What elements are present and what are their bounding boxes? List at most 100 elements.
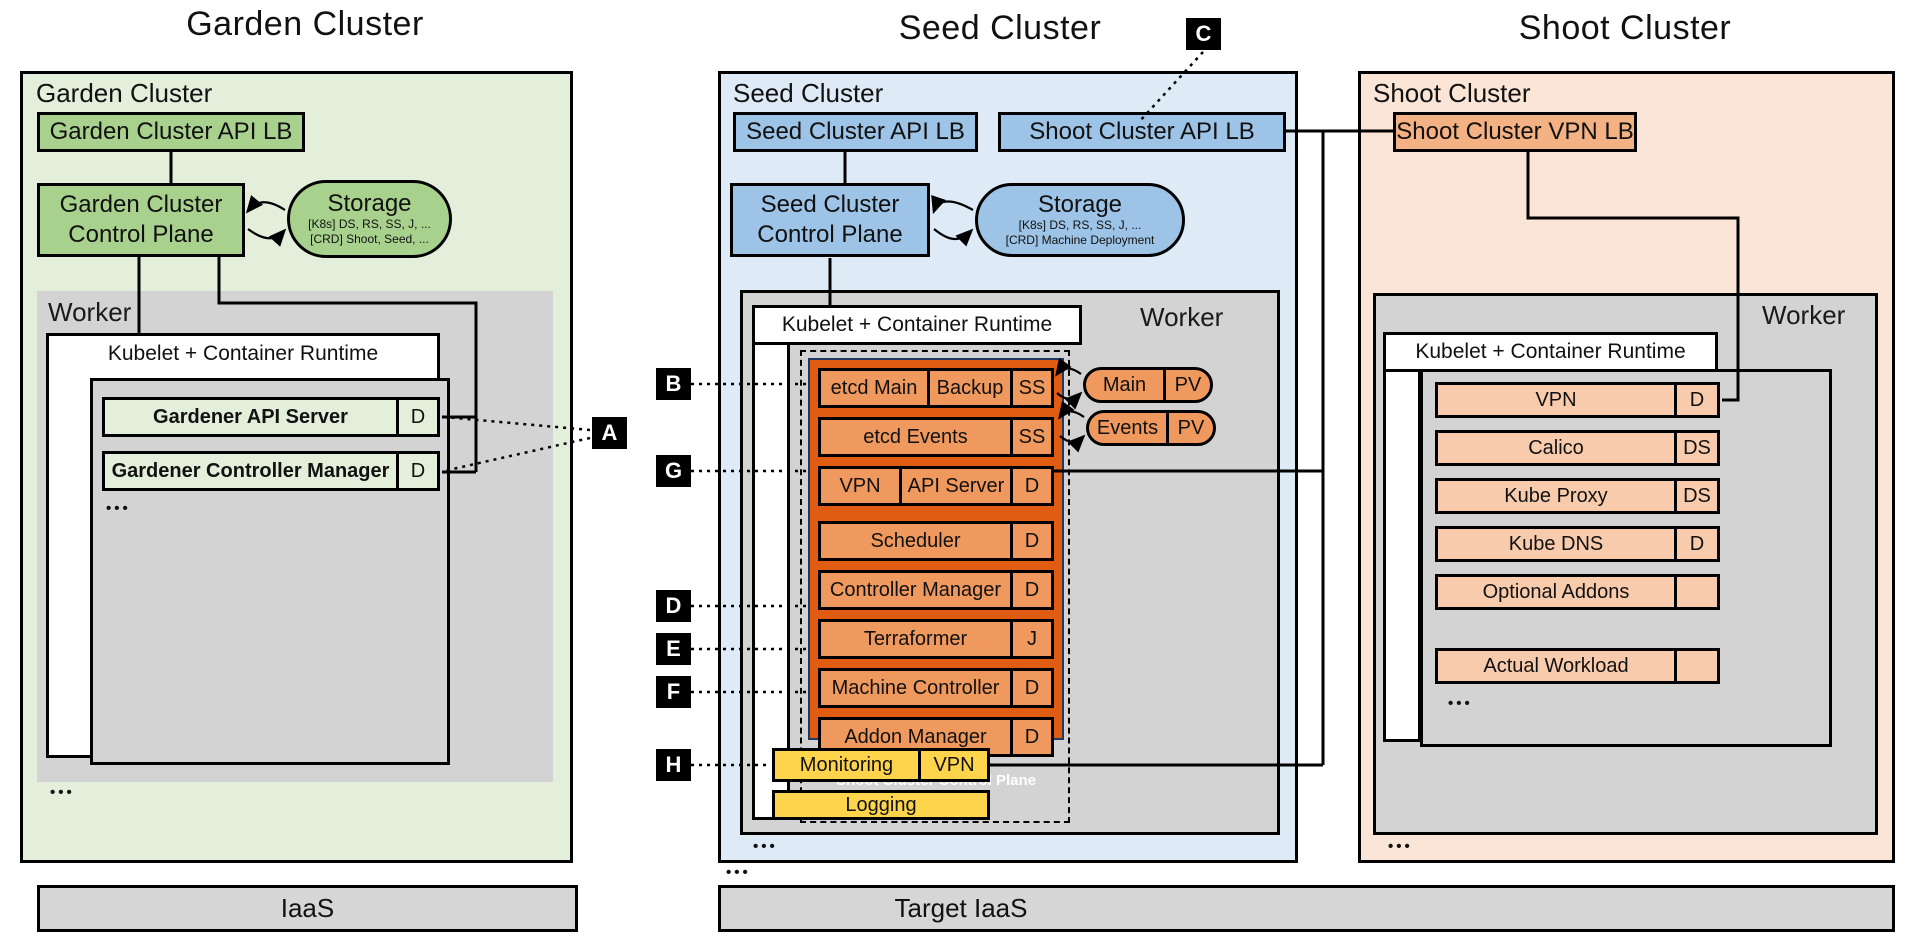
- marker-f: F: [656, 676, 691, 708]
- garden-cluster-label: Garden Cluster: [36, 78, 213, 108]
- garden-control-plane-box: Garden Cluster Control Plane: [37, 183, 245, 257]
- seed-cluster-title: Seed Cluster: [898, 8, 1102, 47]
- seed-kubelet-node-column: [752, 305, 790, 820]
- target-iaas-label: Target IaaS: [894, 893, 1028, 923]
- marker-d: D: [656, 590, 691, 622]
- controller-manager-row: Controller Manager D: [818, 570, 1054, 610]
- calico-label: Calico: [1528, 436, 1584, 459]
- kube-dns-badge: D: [1674, 529, 1717, 559]
- kube-proxy-label: Kube Proxy: [1504, 484, 1608, 507]
- garden-cluster-title: Garden Cluster: [186, 4, 424, 43]
- marker-h: H: [656, 749, 691, 781]
- gardener-api-server-label: Gardener API Server: [153, 405, 348, 428]
- etcd-events-label: etcd Events: [863, 425, 968, 448]
- controller-manager-badge: D: [1010, 573, 1051, 607]
- gardener-api-server-row: Gardener API Server D: [102, 397, 440, 437]
- kube-dns-label: Kube DNS: [1508, 532, 1604, 555]
- controller-manager-label: Controller Manager: [829, 578, 1002, 601]
- gardener-controller-manager-row: Gardener Controller Manager D: [102, 451, 440, 491]
- garden-storage-line1: [K8s] DS, RS, SS, J, ...: [308, 217, 431, 231]
- pv-main-pill: Main PV: [1083, 367, 1213, 403]
- pv-main-label: Main: [1102, 373, 1147, 396]
- garden-worker-label: Worker: [48, 297, 132, 327]
- iaas-bar: IaaS: [37, 885, 578, 932]
- api-server-badge: D: [1010, 469, 1051, 503]
- shoot-kubelet-label: Kubelet + Container Runtime: [1383, 332, 1718, 372]
- garden-pods-ellipsis: •••: [106, 500, 131, 517]
- marker-b: B: [656, 368, 691, 400]
- shoot-cluster-label: Shoot Cluster: [1373, 78, 1531, 108]
- scheduler-row: Scheduler D: [818, 521, 1054, 561]
- monitoring-row: Monitoring VPN: [772, 748, 990, 782]
- scheduler-label: Scheduler: [870, 529, 961, 552]
- shoot-vpn-row: VPN D: [1435, 382, 1720, 418]
- garden-api-lb-box: Garden Cluster API LB: [37, 112, 305, 152]
- garden-kubelet-label: Kubelet + Container Runtime: [107, 342, 379, 365]
- marker-a: A: [592, 417, 627, 449]
- etcd-main-badge: SS: [1010, 371, 1051, 405]
- gardener-controller-manager-badge: D: [396, 454, 437, 488]
- etcd-main-label: etcd Main: [830, 376, 918, 399]
- shoot-worker-label: Worker: [1762, 300, 1846, 330]
- target-iaas-bar: Target IaaS: [718, 885, 1895, 932]
- api-server-vpn-cell: VPN: [821, 469, 902, 503]
- logging-row: Logging: [772, 790, 990, 820]
- optional-addons-row: Optional Addons: [1435, 574, 1720, 610]
- logging-label: Logging: [845, 793, 917, 816]
- calico-badge: DS: [1674, 433, 1717, 463]
- etcd-main-backup-cell: Backup: [927, 371, 1010, 405]
- kube-proxy-row: Kube Proxy DS: [1435, 478, 1720, 514]
- shoot-vpn-label: VPN: [1535, 388, 1577, 411]
- seed-storage-line1: [K8s] DS, RS, SS, J, ...: [1018, 218, 1142, 232]
- garden-cluster-ellipsis: •••: [50, 784, 75, 801]
- machine-controller-label: Machine Controller: [831, 676, 1000, 699]
- garden-storage-line2: [CRD] Shoot, Seed, ...: [310, 232, 429, 246]
- garden-storage-pill: Storage [K8s] DS, RS, SS, J, ... [CRD] S…: [287, 180, 452, 258]
- seed-worker-ellipsis: •••: [753, 838, 778, 855]
- terraformer-label: Terraformer: [863, 627, 968, 650]
- seed-worker-label: Worker: [1140, 302, 1224, 332]
- monitoring-label: Monitoring: [799, 753, 894, 776]
- api-server-row: VPN API Server D: [818, 466, 1054, 506]
- seed-pod-dashed-box: [800, 350, 1070, 823]
- addon-manager-badge: D: [1010, 720, 1051, 754]
- shoot-cluster-ellipsis: •••: [1388, 838, 1413, 855]
- seed-kubelet-label: Kubelet + Container Runtime: [752, 305, 1082, 345]
- etcd-events-row: etcd Events SS: [818, 417, 1054, 457]
- kube-dns-row: Kube DNS D: [1435, 526, 1720, 562]
- pv-events-pill: Events PV: [1086, 410, 1216, 446]
- api-server-label: API Server: [907, 474, 1005, 497]
- shoot-vpn-badge: D: [1674, 385, 1717, 415]
- shoot-api-lb-box: Shoot Cluster API LB: [998, 112, 1286, 152]
- shoot-vpn-lb-box: Shoot Cluster VPN LB: [1393, 112, 1637, 152]
- optional-addons-badge: [1674, 577, 1717, 607]
- machine-controller-badge: D: [1010, 671, 1051, 705]
- seed-storage-pill: Storage [K8s] DS, RS, SS, J, ... [CRD] M…: [975, 183, 1185, 257]
- seed-api-lb-box: Seed Cluster API LB: [733, 112, 978, 152]
- terraformer-badge: J: [1010, 622, 1051, 656]
- pv-events-badge: PV: [1166, 413, 1213, 443]
- marker-e: E: [656, 633, 691, 665]
- marker-c: C: [1186, 18, 1221, 50]
- seed-cluster-label: Seed Cluster: [733, 78, 884, 108]
- seed-cluster-ellipsis: •••: [726, 864, 751, 881]
- kube-proxy-badge: DS: [1674, 481, 1717, 511]
- scheduler-badge: D: [1010, 524, 1051, 558]
- terraformer-row: Terraformer J: [818, 619, 1054, 659]
- seed-storage-line2: [CRD] Machine Deployment: [1005, 233, 1155, 247]
- etcd-events-badge: SS: [1010, 420, 1051, 454]
- actual-workload-label: Actual Workload: [1483, 654, 1629, 677]
- seed-control-plane-box: Seed Cluster Control Plane: [730, 183, 930, 257]
- shoot-pods-ellipsis: •••: [1448, 695, 1473, 712]
- machine-controller-row: Machine Controller D: [818, 668, 1054, 708]
- monitoring-vpn-cell: VPN: [918, 751, 987, 779]
- pv-events-label: Events: [1096, 416, 1159, 439]
- marker-g: G: [656, 455, 691, 487]
- shoot-cluster-control-plane-box: etcd Main Backup SS etcd Events SS VPN A…: [808, 358, 1064, 789]
- gardener-controller-manager-label: Gardener Controller Manager: [111, 459, 390, 482]
- gardener-api-server-badge: D: [396, 400, 437, 434]
- shoot-cluster-title: Shoot Cluster: [1518, 8, 1732, 47]
- etcd-main-row: etcd Main Backup SS: [818, 368, 1054, 408]
- seed-storage-title: Storage: [1037, 191, 1123, 218]
